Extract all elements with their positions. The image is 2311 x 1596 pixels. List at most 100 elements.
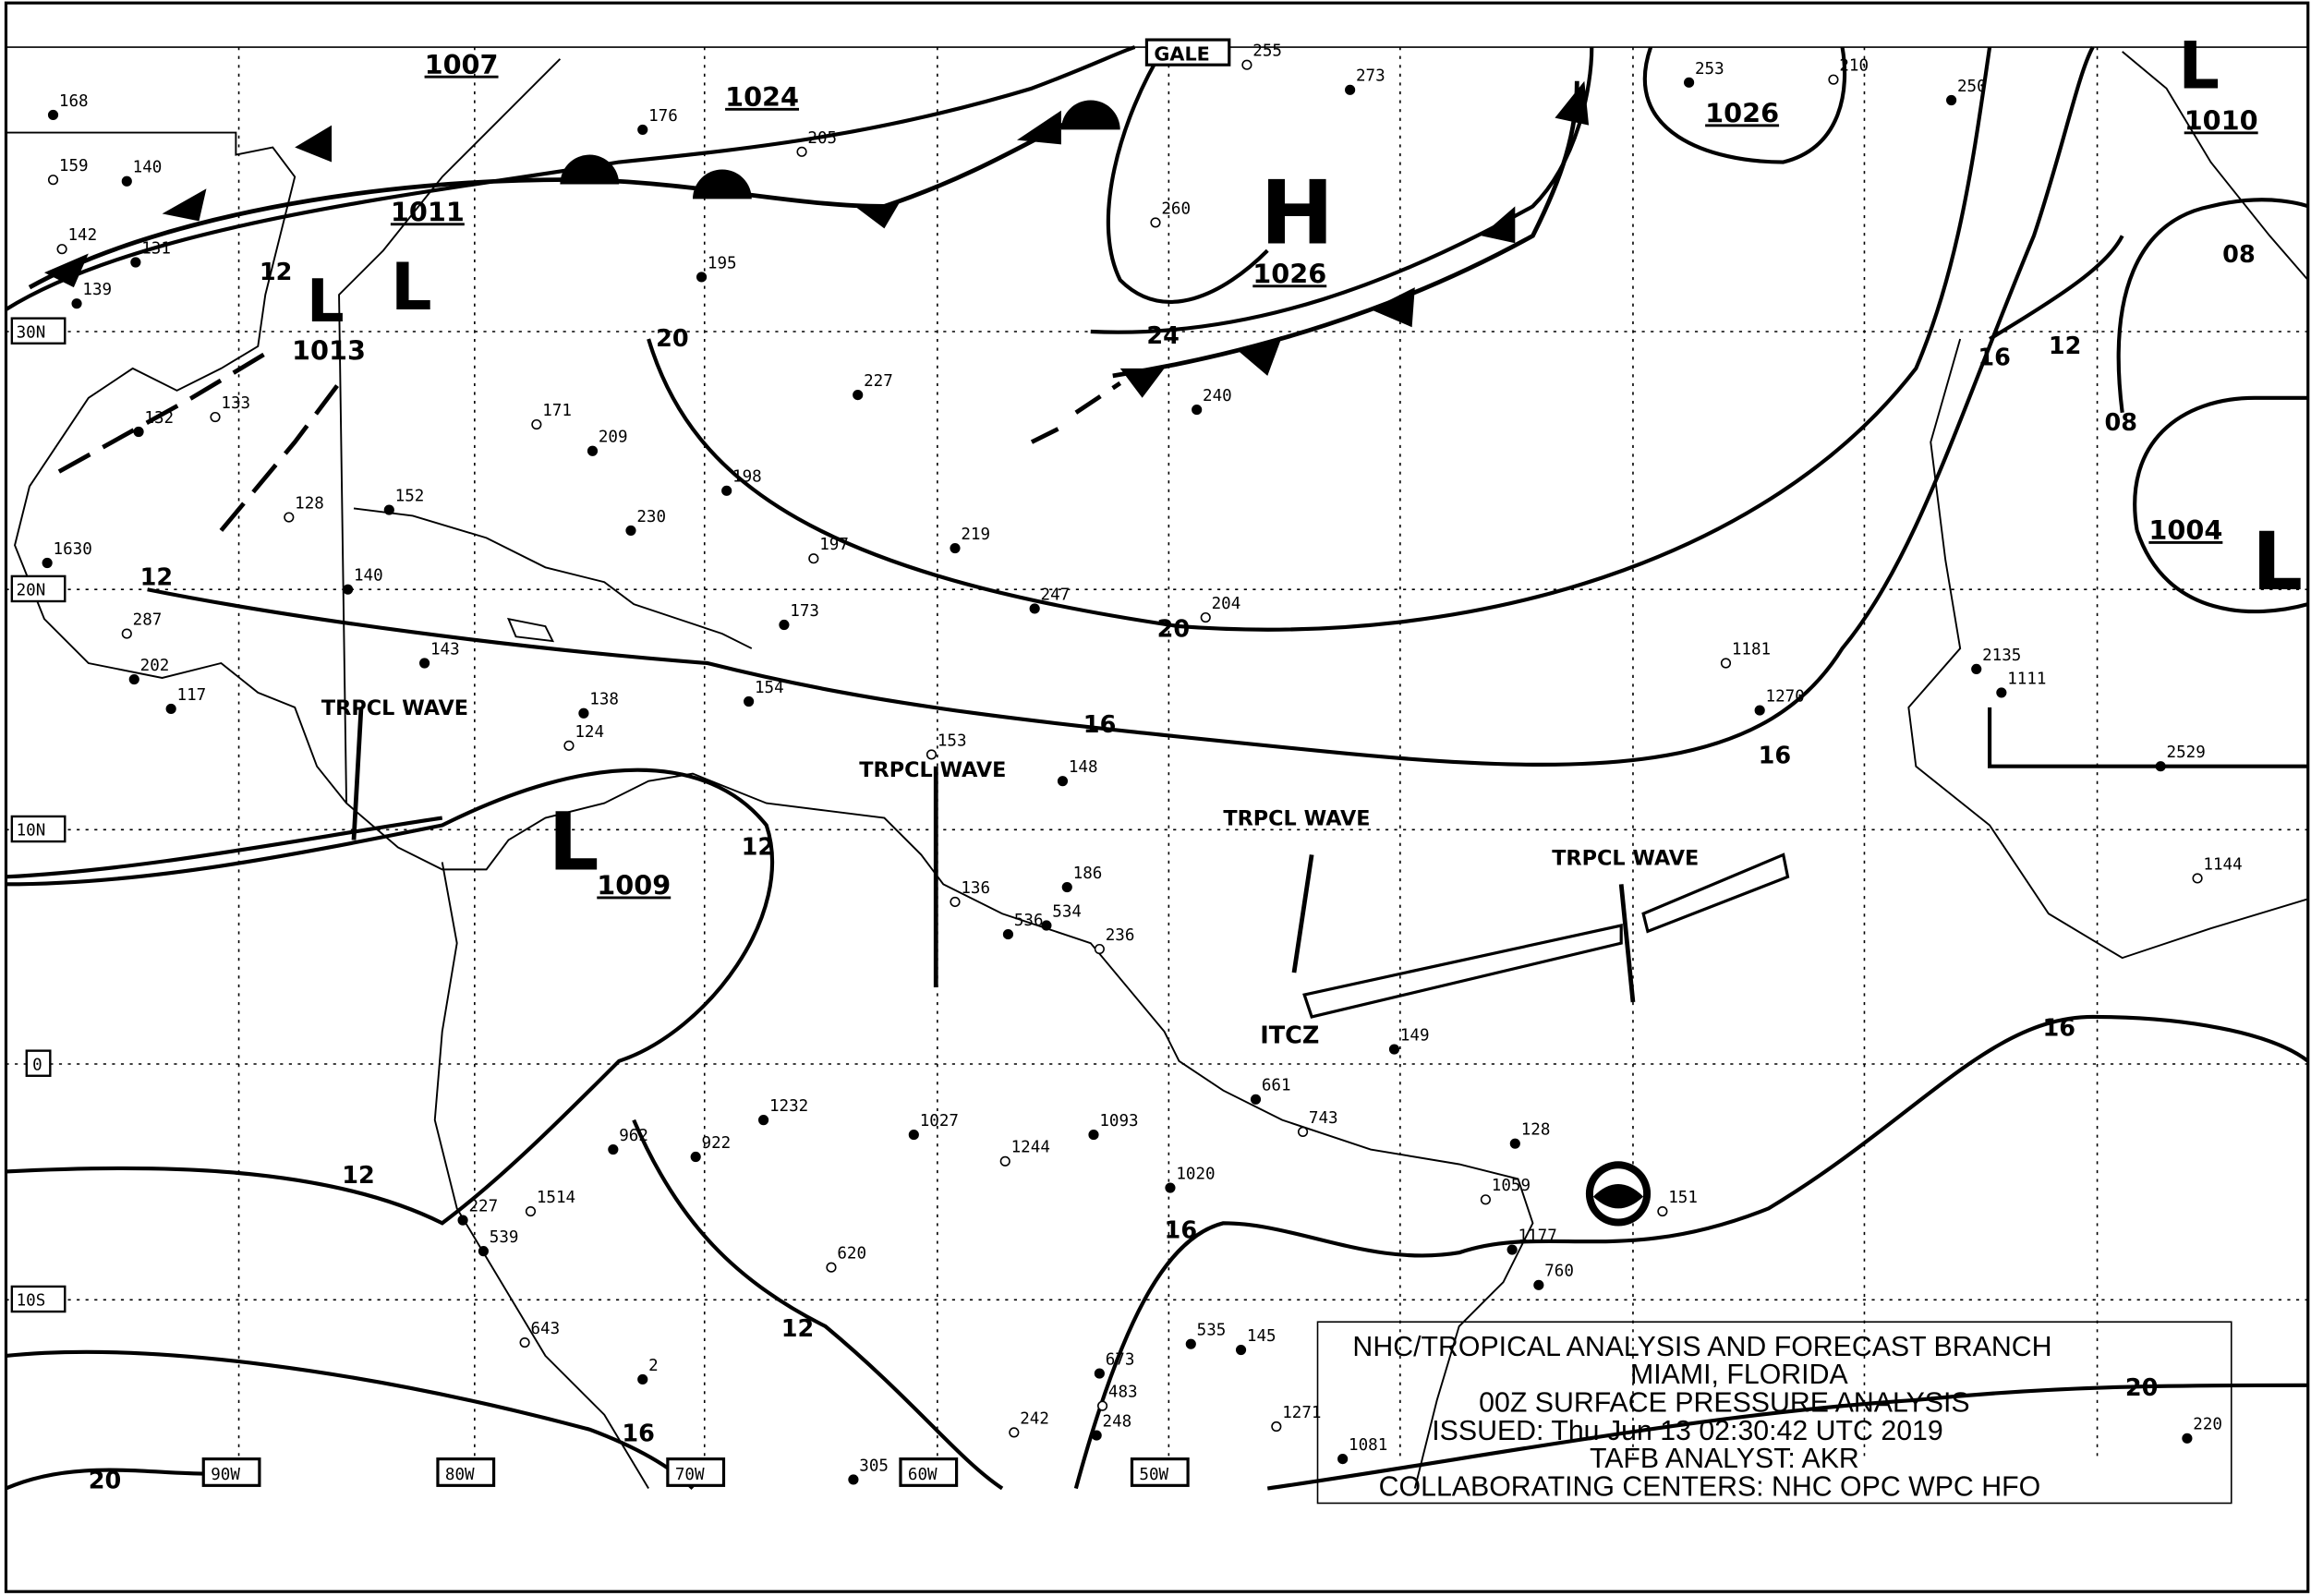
station-marker xyxy=(165,703,176,715)
station-value: 128 xyxy=(295,494,324,513)
station-marker xyxy=(587,445,599,456)
station-marker xyxy=(999,1155,1010,1167)
station-marker xyxy=(578,707,589,719)
low-pressure-value: 1010 xyxy=(2184,104,2258,136)
station-marker xyxy=(419,658,430,669)
station-value: 1177 xyxy=(1518,1227,1557,1245)
longitude-label: 50W xyxy=(1139,1466,1168,1484)
station-value: 240 xyxy=(1203,387,1232,405)
station-value: 1181 xyxy=(1732,640,1771,659)
tropical-wave-label: TRPCL WAVE xyxy=(321,696,468,720)
station-marker xyxy=(47,109,59,121)
station-value: 209 xyxy=(599,429,628,447)
station-marker xyxy=(1657,1205,1668,1217)
station-marker xyxy=(2192,873,2203,884)
station-marker xyxy=(744,695,755,707)
station-marker xyxy=(848,1474,859,1485)
isobar-labels: 20 24 20 16 16 12 12 16 12 16 20 20 16 1… xyxy=(89,241,2256,1495)
station-marker xyxy=(625,525,636,536)
station-value: 2135 xyxy=(1982,647,2021,665)
station-value: 148 xyxy=(1069,758,1098,777)
station-marker xyxy=(1088,1130,1099,1141)
station-value: 1093 xyxy=(1099,1112,1138,1130)
station-value: 138 xyxy=(589,691,619,709)
station-marker xyxy=(1096,1400,1108,1411)
station-value: 149 xyxy=(1400,1026,1430,1045)
low-pressure-center: L xyxy=(2252,516,2303,609)
station-marker xyxy=(1057,776,1069,787)
station-value: 1244 xyxy=(1011,1139,1050,1157)
station-marker xyxy=(1297,1126,1309,1137)
station-marker xyxy=(1828,74,1839,85)
fronts xyxy=(28,80,1790,1019)
isobar-label: 16 xyxy=(2043,1015,2076,1043)
tropical-wave-label: TRPCL WAVE xyxy=(1552,847,1699,871)
latitude-label: 30N xyxy=(17,323,46,342)
pressure-label: 1026 xyxy=(1705,97,1779,128)
itcz-label: ITCZ xyxy=(1260,1022,1319,1050)
station-value: 305 xyxy=(859,1457,889,1475)
isobar-label: 20 xyxy=(656,325,689,353)
low-pressure-value: 1004 xyxy=(2148,514,2222,546)
station-value: 760 xyxy=(1544,1263,1574,1281)
station-marker xyxy=(525,1205,537,1217)
station-value: 152 xyxy=(395,487,425,505)
station-value: 1271 xyxy=(1282,1404,1321,1422)
station-marker xyxy=(637,1373,648,1385)
station-marker xyxy=(56,244,67,255)
map-frame xyxy=(4,1,2310,1593)
station-marker xyxy=(284,512,295,523)
longitude-label: 60W xyxy=(908,1466,938,1484)
station-marker xyxy=(1241,59,1252,70)
station-value: 168 xyxy=(59,92,89,111)
station-marker xyxy=(908,1130,919,1141)
station-value: 1630 xyxy=(54,540,92,559)
station-marker xyxy=(1235,1344,1247,1356)
station-value: 204 xyxy=(1212,595,1241,613)
station-marker xyxy=(608,1143,619,1155)
station-marker xyxy=(121,628,132,639)
station-value: 2529 xyxy=(2167,744,2206,762)
station-value: 260 xyxy=(1161,200,1191,218)
station-value: 173 xyxy=(790,602,819,621)
station-value: 151 xyxy=(1668,1189,1698,1207)
station-value: 255 xyxy=(1252,42,1282,61)
station-value: 1027 xyxy=(920,1112,959,1130)
latitude-label: 20N xyxy=(17,582,46,600)
station-value: 140 xyxy=(133,159,163,177)
station-marker xyxy=(1061,881,1072,893)
station-observations: 255 273 253 210 250 176 205 195 227 260 240 198 197 2… xyxy=(42,42,2243,1485)
station-value: 248 xyxy=(1103,1413,1132,1432)
station-value: 743 xyxy=(1309,1109,1338,1128)
station-value: 1270 xyxy=(1766,687,1805,706)
station-marker xyxy=(1150,217,1161,228)
title-box: NHC/TROPICAL ANALYSIS AND FORECAST BRANC… xyxy=(1316,1321,2232,1505)
station-marker xyxy=(690,1151,701,1163)
station-marker xyxy=(2155,761,2166,772)
station-value: 139 xyxy=(82,281,112,299)
station-value: 227 xyxy=(864,372,893,391)
latitude-label: 10S xyxy=(17,1292,46,1311)
title-line-location: MIAMI, FLORIDA xyxy=(1630,1360,1848,1390)
station-marker xyxy=(757,1115,769,1126)
station-value: 153 xyxy=(938,732,967,750)
station-value: 534 xyxy=(1052,902,1082,921)
station-value: 250 xyxy=(1957,78,1987,96)
station-value: 230 xyxy=(636,508,666,526)
station-marker xyxy=(210,411,221,423)
latitude-label: 10N xyxy=(17,822,46,840)
station-value: 171 xyxy=(542,402,572,420)
station-marker xyxy=(950,896,961,908)
station-marker xyxy=(478,1246,490,1257)
isobar-label: 16 xyxy=(1759,743,1792,770)
station-value: 186 xyxy=(1073,864,1103,883)
station-marker xyxy=(779,619,790,631)
coastlines xyxy=(6,51,2309,1490)
station-value: 195 xyxy=(708,254,737,272)
station-value: 1020 xyxy=(1176,1165,1215,1183)
station-marker xyxy=(133,426,144,438)
pressure-label: 1007 xyxy=(425,49,499,80)
station-value: 1059 xyxy=(1492,1177,1531,1195)
station-value: 1111 xyxy=(2007,670,2046,688)
station-value: 247 xyxy=(1041,586,1071,604)
